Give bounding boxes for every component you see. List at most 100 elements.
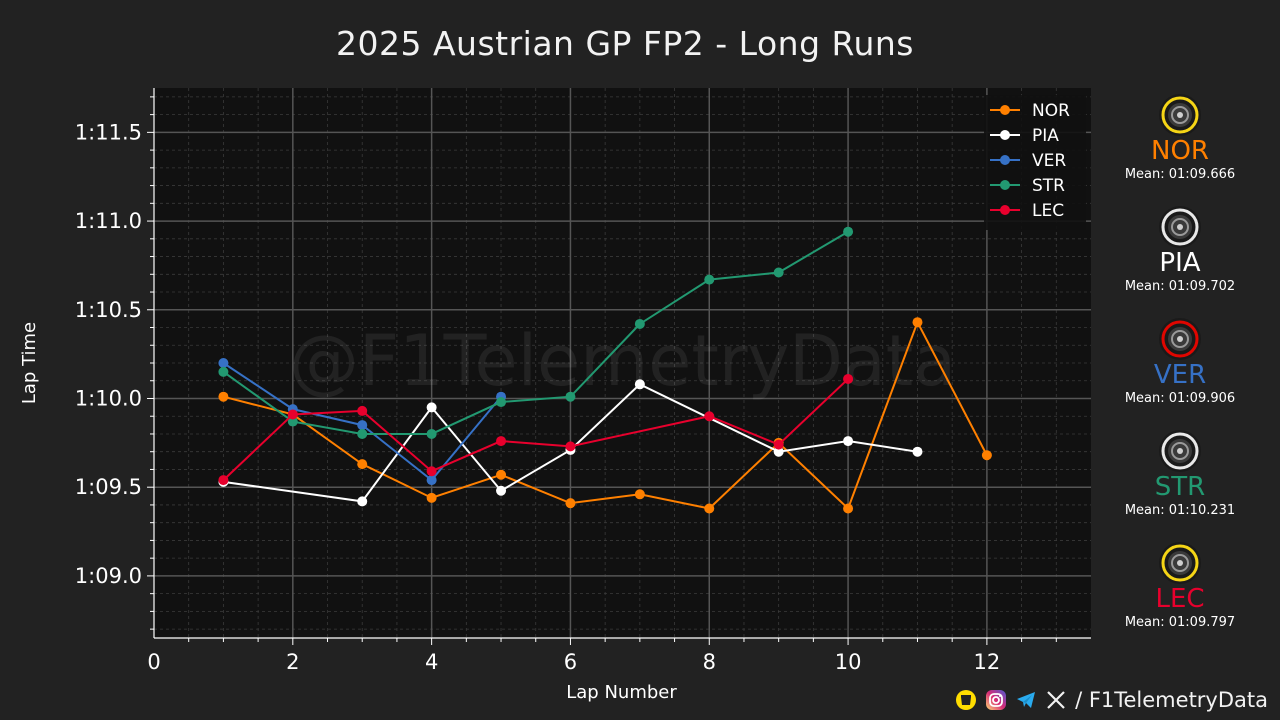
y-tick-label: 1:09.0 [75, 564, 142, 588]
data-point[interactable] [426, 428, 437, 439]
data-point[interactable] [426, 492, 437, 503]
data-point[interactable] [496, 397, 507, 408]
data-point[interactable] [218, 475, 229, 486]
y-tick-label: 1:10.5 [75, 298, 142, 322]
legend-item-pia[interactable]: PIA [990, 126, 1059, 146]
x-tick-label: 8 [703, 650, 716, 674]
driver-card-nor: NOR Mean: 01:09.666 [1110, 93, 1250, 182]
series-str [218, 226, 854, 439]
tyre-soft-icon [1159, 318, 1201, 360]
footer-handle[interactable]: / F1TelemetryData [1075, 688, 1268, 712]
x-axis-title: Lap Number [566, 682, 677, 703]
data-point[interactable] [287, 409, 298, 420]
data-point[interactable] [843, 226, 854, 237]
tyre-medium-icon [1159, 542, 1201, 584]
series-ver [218, 358, 507, 486]
legend-label: PIA [1032, 126, 1059, 146]
grid [154, 88, 1091, 638]
data-point[interactable] [565, 498, 576, 509]
data-point[interactable] [704, 411, 715, 422]
data-point[interactable] [357, 459, 368, 470]
data-point[interactable] [634, 318, 645, 329]
driver-code: STR [1154, 472, 1206, 502]
data-point[interactable] [843, 503, 854, 514]
data-point[interactable] [218, 358, 229, 368]
data-point[interactable] [565, 391, 576, 402]
data-point[interactable] [287, 416, 298, 427]
data-point[interactable] [634, 489, 645, 500]
legend-label: VER [1032, 151, 1066, 171]
driver-mean-time: Mean: 01:09.702 [1124, 279, 1236, 294]
driver-code: LEC [1155, 584, 1205, 614]
x-icon[interactable] [1045, 689, 1067, 711]
data-point[interactable] [773, 267, 784, 278]
data-point[interactable] [426, 466, 437, 477]
data-point[interactable] [773, 446, 784, 457]
x-tick-label: 2 [286, 650, 299, 674]
coffee-icon[interactable] [955, 689, 977, 711]
data-point[interactable] [357, 405, 368, 416]
driver-card-str: STR Mean: 01:10.231 [1110, 429, 1250, 518]
legend-swatch-marker [1000, 105, 1010, 115]
driver-card-ver: VER Mean: 01:09.906 [1110, 317, 1250, 406]
legend-label: LEC [1032, 201, 1064, 221]
x-tick-label: 4 [425, 650, 438, 674]
data-point[interactable] [704, 274, 715, 285]
data-point[interactable] [773, 439, 784, 450]
legend-swatch-marker [1000, 155, 1010, 165]
x-tick-label: 0 [147, 650, 160, 674]
data-point[interactable] [357, 420, 368, 431]
data-point[interactable] [704, 503, 715, 514]
data-point[interactable] [981, 450, 992, 461]
driver-code: VER [1153, 360, 1207, 390]
data-point[interactable] [912, 446, 923, 457]
axes: 0 2 4 6 8 10 12 1:09.0 1:09.5 1:10.0 1:10.5 1:11.0 1… [75, 88, 1091, 674]
y-tick-label: 1:11.5 [75, 120, 142, 144]
legend-swatch-marker [1000, 180, 1010, 190]
data-point[interactable] [912, 317, 923, 328]
series-lec [218, 373, 854, 486]
data-point[interactable] [565, 441, 576, 452]
chart-title: 2025 Austrian GP FP2 - Long Runs [336, 24, 914, 63]
data-point[interactable] [218, 366, 229, 377]
legend-label: STR [1032, 176, 1065, 196]
x-tick-label: 12 [974, 650, 1001, 674]
data-point[interactable] [843, 436, 854, 447]
data-point[interactable] [496, 485, 507, 496]
legend-item-ver[interactable]: VER [990, 151, 1066, 171]
tyre-medium-icon [1159, 94, 1201, 136]
driver-card-pia: PIA Mean: 01:09.702 [1110, 205, 1250, 294]
driver-mean-time: Mean: 01:09.666 [1124, 167, 1236, 182]
legend-item-nor[interactable]: NOR [990, 101, 1070, 121]
y-axis-title: Lap Time [19, 322, 40, 404]
legend-swatch-marker [1000, 130, 1010, 140]
legend: NOR PIA VER STR LEC [984, 95, 1086, 230]
driver-mean-time: Mean: 01:10.231 [1124, 503, 1236, 518]
x-tick-label: 6 [564, 650, 577, 674]
data-point[interactable] [426, 475, 437, 486]
data-point[interactable] [496, 436, 507, 447]
data-point[interactable] [357, 496, 368, 507]
data-point[interactable] [496, 469, 507, 480]
data-point[interactable] [426, 402, 437, 413]
tyre-hard-icon [1159, 206, 1201, 248]
legend-item-str[interactable]: STR [990, 176, 1065, 196]
legend-swatch-marker [1000, 205, 1010, 215]
legend-item-lec[interactable]: LEC [990, 201, 1064, 221]
data-point[interactable] [634, 379, 645, 390]
driver-code: PIA [1159, 248, 1201, 278]
y-tick-label: 1:10.0 [75, 386, 142, 410]
data-point[interactable] [843, 373, 854, 384]
series-lines [218, 226, 992, 514]
driver-mean-time: Mean: 01:09.797 [1124, 615, 1236, 630]
data-point[interactable] [218, 391, 229, 402]
instagram-icon[interactable] [985, 689, 1007, 711]
driver-card-lec: LEC Mean: 01:09.797 [1110, 541, 1250, 630]
x-tick-label: 10 [835, 650, 862, 674]
driver-code: NOR [1151, 136, 1209, 166]
data-point[interactable] [357, 428, 368, 439]
series-line [222, 230, 849, 435]
telegram-icon[interactable] [1015, 689, 1037, 711]
y-tick-label: 1:11.0 [75, 209, 142, 233]
